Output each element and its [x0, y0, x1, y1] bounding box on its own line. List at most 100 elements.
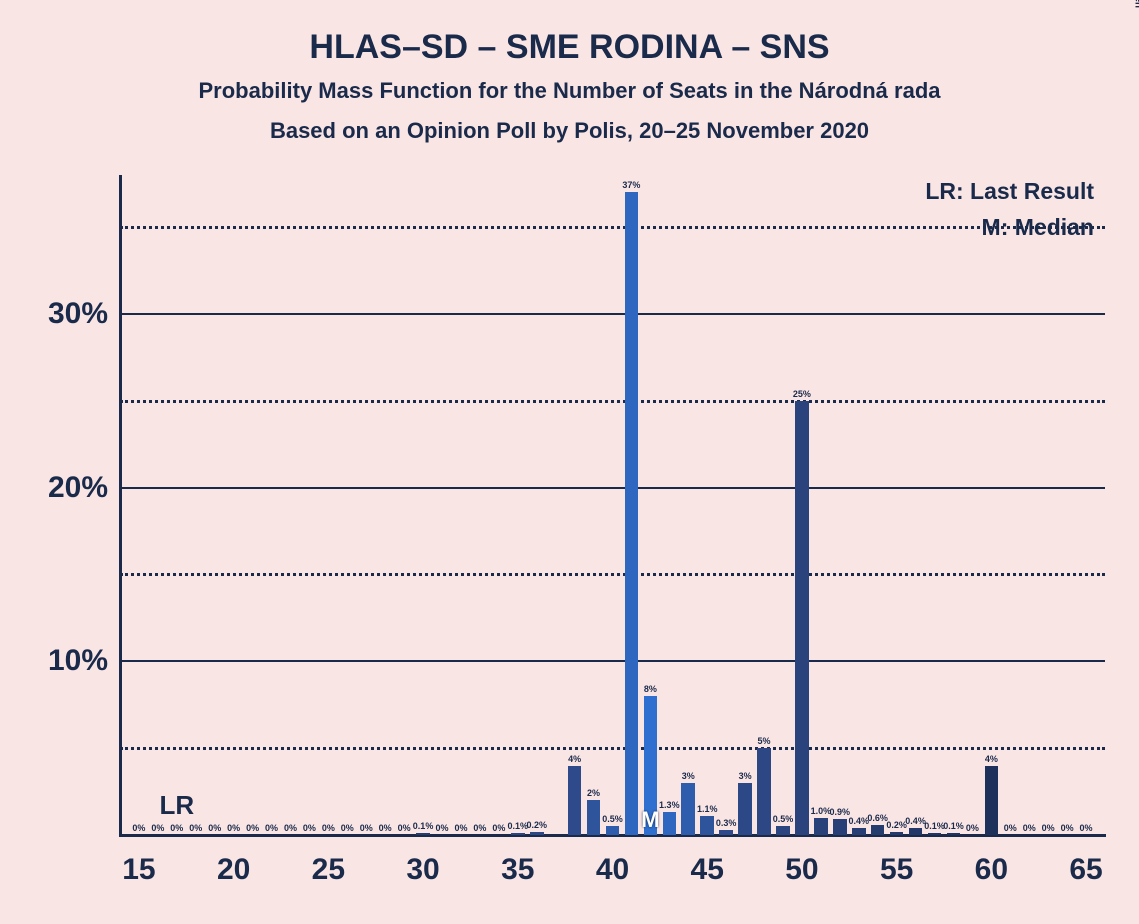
bar: 4% [568, 766, 582, 835]
gridline-major [120, 487, 1105, 489]
bar-value-label: 5% [758, 736, 771, 746]
bar-value-label: 4% [985, 754, 998, 764]
gridline-minor [120, 400, 1105, 403]
bar-value-label: 0% [398, 823, 411, 833]
bar: 0.4% [852, 828, 866, 835]
x-axis-tick-label: 35 [501, 853, 534, 887]
bar: 1.3% [663, 812, 677, 835]
bar-value-label: 0% [435, 823, 448, 833]
bar: 0.1% [416, 833, 430, 835]
y-axis-tick-label: 30% [48, 297, 120, 331]
bar: 3% [738, 783, 752, 835]
chart-subtitle-2: Based on an Opinion Poll by Polis, 20–25… [0, 118, 1139, 144]
bar-value-label: 1.3% [659, 800, 680, 810]
bar-value-label: 0% [170, 823, 183, 833]
bar-value-label: 0.6% [867, 813, 888, 823]
bar: 0.1% [511, 833, 525, 835]
bar: 3% [681, 783, 695, 835]
bar: 0.3% [719, 830, 733, 835]
bar: 4% [985, 766, 999, 835]
bar-value-label: 0% [379, 823, 392, 833]
x-axis-tick-label: 60 [975, 853, 1008, 887]
bar-value-label: 0% [1080, 823, 1093, 833]
bar-value-label: 0% [1042, 823, 1055, 833]
x-axis-tick-label: 15 [122, 853, 155, 887]
bar-value-label: 0.4% [905, 816, 926, 826]
bar: 0.4% [909, 828, 923, 835]
bar: 0.2% [890, 832, 904, 835]
bar-value-label: 8% [644, 684, 657, 694]
bar-value-label: 0% [966, 823, 979, 833]
gridline-major [120, 660, 1105, 662]
bar-value-label: 0.1% [943, 821, 964, 831]
bar-value-label: 0.2% [526, 820, 547, 830]
bar-value-label: 0% [227, 823, 240, 833]
bar: 0.1% [947, 833, 961, 835]
bar: 0.2% [530, 832, 544, 835]
x-axis-tick-label: 50 [785, 853, 818, 887]
copyright-label: © 2020 Filip van Laenen [1133, 0, 1139, 8]
x-axis-tick-label: 40 [596, 853, 629, 887]
bar-value-label: 0% [303, 823, 316, 833]
bar: 1.1% [700, 816, 714, 835]
bar-value-label: 0% [1004, 823, 1017, 833]
bar-value-label: 37% [622, 180, 640, 190]
bar-value-label: 4% [568, 754, 581, 764]
bar: 0.9% [833, 819, 847, 835]
gridline-minor [120, 226, 1105, 229]
bar-value-label: 0.1% [924, 821, 945, 831]
x-axis-tick-label: 25 [312, 853, 345, 887]
x-axis-tick-label: 30 [406, 853, 439, 887]
gridline-minor [120, 747, 1105, 750]
bar: 0.6% [871, 825, 885, 835]
bar: 37% [625, 192, 639, 835]
x-axis-tick-label: 55 [880, 853, 913, 887]
bar-value-label: 0.2% [886, 820, 907, 830]
bar-value-label: 2% [587, 788, 600, 798]
bar-value-label: 0% [132, 823, 145, 833]
bar-value-label: 0% [360, 823, 373, 833]
bar-value-label: 1.0% [811, 806, 832, 816]
bar: 0.5% [606, 826, 620, 835]
bar-value-label: 0% [1061, 823, 1074, 833]
bar-value-label: 0% [341, 823, 354, 833]
chart-subtitle-1: Probability Mass Function for the Number… [0, 78, 1139, 104]
bar: 5% [757, 748, 771, 835]
bar-value-label: 0% [322, 823, 335, 833]
bar-value-label: 0.5% [602, 814, 623, 824]
bar-value-label: 0.9% [830, 807, 851, 817]
bar-value-label: 0.4% [848, 816, 869, 826]
gridline-minor [120, 573, 1105, 576]
bar: 25% [795, 401, 809, 835]
x-axis-tick-label: 45 [691, 853, 724, 887]
bar-value-label: 25% [793, 389, 811, 399]
bar-value-label: 0% [1023, 823, 1036, 833]
bar-value-label: 0% [246, 823, 259, 833]
bar-value-label: 3% [739, 771, 752, 781]
x-axis-tick-label: 65 [1069, 853, 1102, 887]
y-axis [119, 175, 122, 835]
chart-main-title: HLAS–SD – SME RODINA – SNS [0, 28, 1139, 67]
bar: 2% [587, 800, 601, 835]
x-axis-tick-label: 20 [217, 853, 250, 887]
bar-value-label: 0% [492, 823, 505, 833]
median-marker: M [641, 807, 659, 833]
bar: 1.0% [814, 818, 828, 835]
lr-marker: LR [159, 790, 194, 821]
bar-value-label: 0.1% [508, 821, 529, 831]
bar-value-label: 0.1% [413, 821, 434, 831]
gridline-major [120, 313, 1105, 315]
bar-value-label: 0% [473, 823, 486, 833]
bar-value-label: 0% [265, 823, 278, 833]
bar-value-label: 0% [151, 823, 164, 833]
bar: 0.5% [776, 826, 790, 835]
bar: 0.1% [928, 833, 942, 835]
bar-value-label: 3% [682, 771, 695, 781]
bar-value-label: 0% [284, 823, 297, 833]
chart-plot-area: 10%20%30%15202530354045505560650%0%0%0%0… [120, 175, 1105, 835]
bar-value-label: 0.5% [773, 814, 794, 824]
bar-value-label: 1.1% [697, 804, 718, 814]
y-axis-tick-label: 10% [48, 644, 120, 678]
bar-value-label: 0% [189, 823, 202, 833]
y-axis-tick-label: 20% [48, 471, 120, 505]
